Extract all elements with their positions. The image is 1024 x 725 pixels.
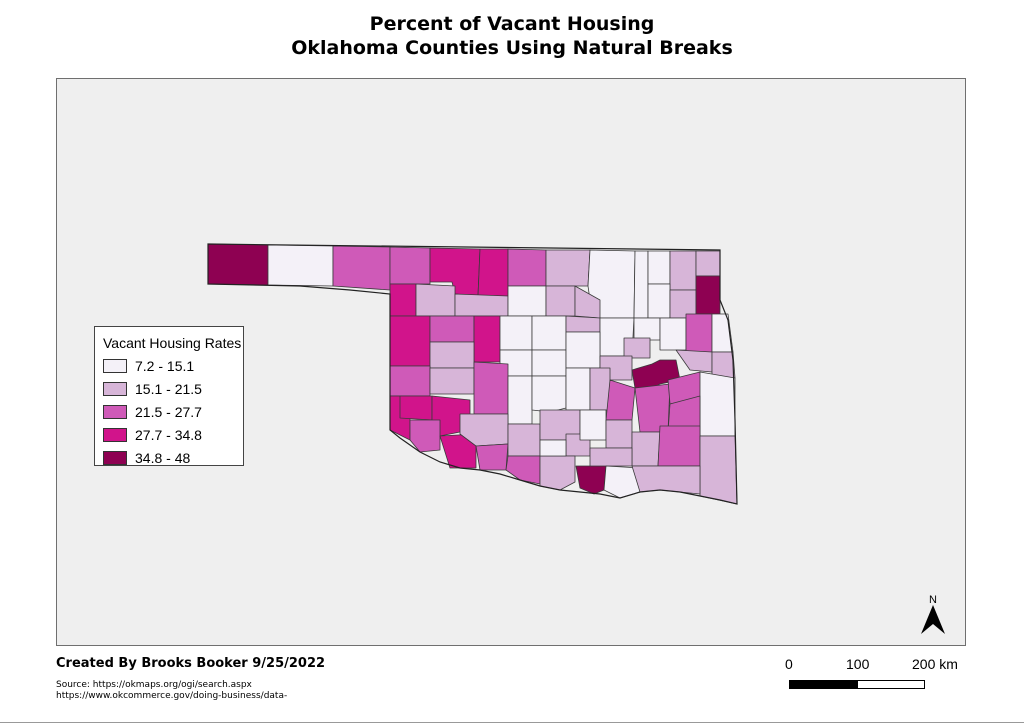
county-polygon — [659, 317, 687, 351]
county-polygon — [389, 283, 417, 317]
county-polygon — [531, 375, 567, 413]
county-polygon — [647, 250, 671, 285]
county-polygon — [579, 409, 607, 441]
county-polygon — [389, 246, 431, 285]
county-polygon — [409, 419, 441, 453]
source-text: Source: https://okmaps.org/ogi/search.as… — [56, 680, 287, 702]
county-polygon — [699, 435, 738, 505]
county-polygon — [605, 379, 636, 421]
county-polygon — [675, 349, 713, 373]
county-polygon — [565, 315, 601, 333]
county-polygon — [545, 285, 576, 317]
county-polygon — [633, 250, 649, 319]
legend: Vacant Housing Rates 7.2 - 15.1 15.1 - 2… — [94, 326, 244, 466]
county-polygon — [565, 331, 601, 369]
legend-swatch — [103, 382, 127, 396]
legend-label: 27.7 - 34.8 — [135, 427, 202, 443]
page-divider — [0, 722, 1024, 723]
county-polygon — [657, 425, 701, 467]
scale-label: 100 — [846, 656, 870, 672]
scale-label: 0 — [785, 656, 793, 672]
county-polygon — [429, 367, 475, 395]
county-polygon — [589, 447, 633, 467]
county-polygon — [507, 285, 547, 317]
county-polygon — [507, 248, 547, 287]
legend-title: Vacant Housing Rates — [103, 335, 242, 351]
county-polygon — [332, 245, 391, 291]
county-polygon — [499, 315, 533, 351]
county-polygon — [399, 395, 433, 421]
county-polygon — [623, 337, 651, 359]
county-polygon — [531, 349, 567, 377]
county-polygon — [711, 351, 736, 379]
north-arrow-icon: N — [921, 594, 945, 634]
legend-swatch — [103, 428, 127, 442]
county-polygon — [454, 293, 509, 317]
county-polygon — [505, 455, 541, 485]
county-polygon — [267, 244, 334, 287]
county-polygon — [565, 367, 591, 411]
county-polygon — [473, 361, 509, 415]
north-label: N — [929, 594, 937, 606]
county-polygon — [631, 465, 701, 495]
legend-swatch — [103, 405, 127, 419]
source-line: Source: https://okmaps.org/ogi/search.as… — [56, 680, 252, 690]
state-outline — [207, 243, 738, 505]
county-polygon — [695, 275, 721, 315]
map-subtitle: Oklahoma Counties Using Natural Breaks — [291, 37, 733, 59]
county-polygon — [633, 317, 661, 341]
source-line: https://www.okcommerce.gov/doing-busines… — [56, 691, 288, 701]
county-polygon — [477, 248, 509, 297]
county-polygon — [631, 431, 661, 467]
county-polygon — [429, 341, 475, 369]
county-polygon — [473, 315, 501, 363]
map-title: Percent of Vacant Housing — [369, 13, 655, 35]
county-polygon — [429, 315, 475, 343]
legend-label: 34.8 - 48 — [135, 450, 191, 466]
county-polygon — [699, 371, 736, 437]
county-polygon — [389, 315, 431, 367]
county-polygon — [389, 365, 431, 397]
county-polygon — [589, 367, 611, 411]
legend-label: 7.2 - 15.1 — [135, 358, 195, 374]
county-polygon — [207, 243, 269, 286]
county-polygon — [545, 249, 591, 287]
legend-label: 15.1 - 21.5 — [135, 381, 202, 397]
county-polygon — [415, 283, 456, 317]
scale-label: 200 km — [912, 656, 958, 672]
county-polygon — [669, 250, 697, 291]
county-polygon — [605, 419, 633, 449]
county-polygon — [507, 423, 541, 457]
county-polygon — [634, 383, 671, 433]
county-polygon — [539, 439, 567, 457]
county-polygon — [647, 283, 671, 319]
legend-swatch — [103, 359, 127, 373]
county-polygon — [507, 375, 533, 425]
county-polygon — [695, 250, 721, 277]
scale-bar — [789, 680, 925, 689]
county-polygon — [575, 465, 607, 495]
legend-label: 21.5 - 27.7 — [135, 404, 202, 420]
county-polygon — [475, 443, 509, 471]
credit-text: Created By Brooks Booker 9/25/2022 — [56, 656, 326, 671]
county-polygon — [685, 313, 713, 353]
legend-swatch — [103, 451, 127, 465]
county-polygon — [531, 315, 567, 351]
county-polygon — [539, 455, 576, 491]
